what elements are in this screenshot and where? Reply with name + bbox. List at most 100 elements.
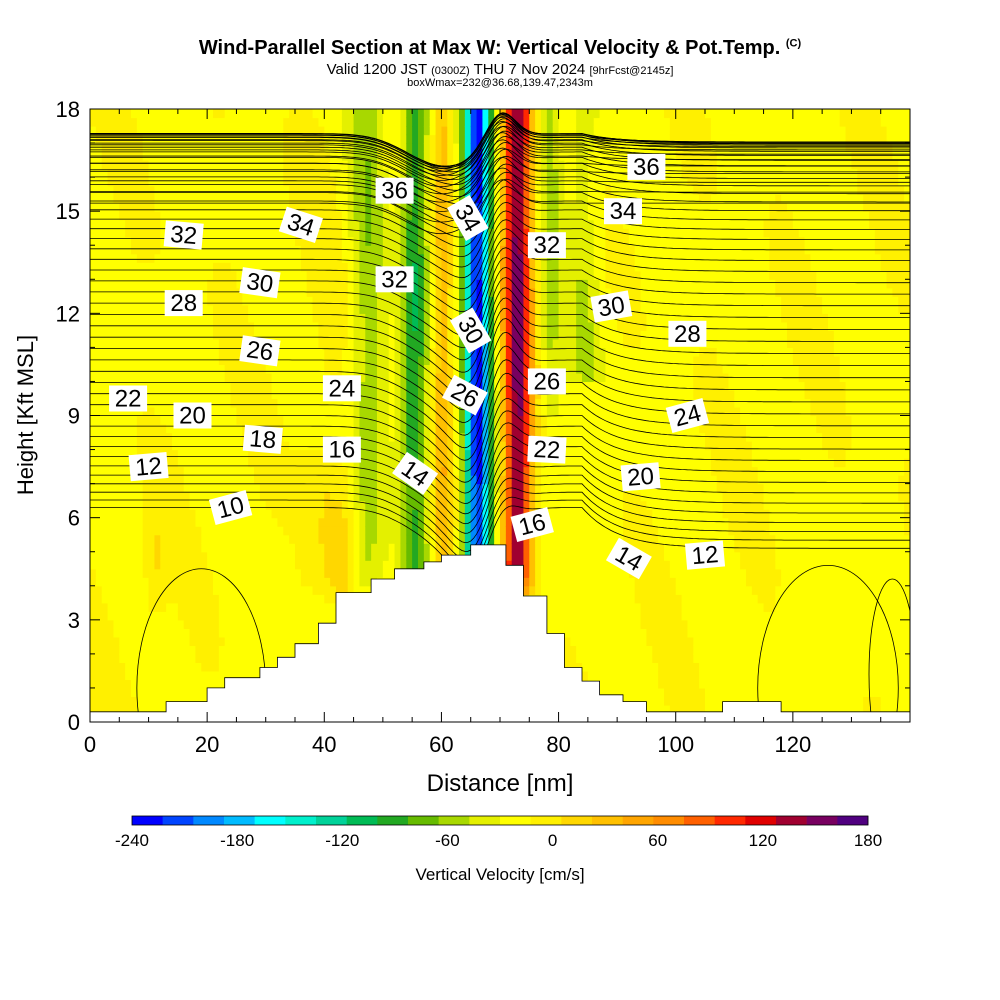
field-cell [131, 509, 138, 519]
field-cell [336, 228, 343, 238]
field-cell [418, 126, 425, 136]
field-cell [482, 424, 489, 434]
field-cell [365, 126, 372, 136]
field-cell [224, 262, 232, 272]
field-cell [213, 126, 220, 136]
field-cell [470, 296, 478, 306]
field-cell [148, 219, 156, 229]
field-cell [101, 194, 109, 204]
field-cell [289, 483, 296, 493]
field-cell [107, 458, 115, 468]
field-cell [101, 432, 109, 442]
field-cell [259, 534, 267, 544]
field-cell [119, 424, 126, 434]
field-cell [207, 279, 214, 289]
field-cell [388, 304, 396, 314]
field-cell [201, 372, 208, 383]
field-cell [482, 279, 489, 289]
field-cell [125, 109, 132, 119]
field-cell [476, 483, 484, 493]
field-cell [107, 321, 115, 331]
field-cell [295, 330, 302, 340]
field-cell [412, 117, 419, 127]
field-cell [412, 441, 419, 451]
field-cell [371, 279, 378, 289]
field-cell [101, 117, 109, 127]
field-cell [172, 500, 179, 510]
field-cell [429, 304, 437, 314]
field-cell [476, 406, 484, 417]
field-cell [330, 253, 337, 263]
field-cell [488, 202, 495, 212]
field-cell [113, 202, 120, 212]
field-cell [107, 483, 115, 493]
field-cell [201, 696, 208, 706]
field-cell [95, 670, 103, 681]
field-cell [377, 389, 384, 400]
field-cell [459, 338, 466, 348]
field-cell [418, 543, 425, 553]
field-cell [394, 211, 402, 221]
field-cell [459, 500, 466, 510]
field-cell [189, 279, 197, 289]
field-cell [324, 406, 331, 417]
field-cell [131, 117, 138, 127]
field-cell [254, 211, 261, 221]
field-cell [453, 483, 460, 493]
field-cell [336, 568, 343, 578]
field-cell [312, 338, 320, 348]
field-cell [265, 253, 273, 263]
field-cell [306, 500, 314, 510]
field-cell [230, 628, 238, 638]
field-cell [230, 279, 238, 289]
field-cell [312, 500, 320, 510]
field-cell [218, 636, 226, 646]
field-cell [177, 143, 185, 153]
field-cell [312, 398, 320, 408]
field-cell [148, 602, 156, 612]
field-cell [435, 219, 443, 229]
field-cell [224, 645, 232, 655]
field-cell [230, 296, 238, 306]
field-cell [394, 389, 402, 400]
field-cell [207, 245, 214, 255]
field-cell [177, 160, 185, 170]
field-cell [236, 398, 243, 408]
field-cell [488, 534, 495, 544]
field-cell [154, 279, 161, 289]
field-cell [254, 517, 261, 527]
field-cell [195, 449, 202, 459]
field-cell [189, 517, 197, 527]
field-cell [494, 526, 501, 536]
field-cell [412, 185, 419, 195]
field-cell [213, 194, 220, 204]
field-cell [447, 151, 454, 161]
field-cell [248, 458, 255, 468]
field-cell [166, 526, 173, 536]
field-cell [166, 628, 173, 638]
field-cell [283, 381, 290, 391]
field-cell [347, 534, 355, 544]
field-cell [359, 253, 366, 263]
field-cell [423, 364, 431, 374]
field-cell [482, 321, 489, 331]
field-cell [412, 534, 419, 544]
field-cell [201, 449, 208, 459]
field-cell [201, 509, 208, 519]
field-cell [148, 415, 156, 425]
field-cell [382, 126, 390, 136]
field-cell [236, 594, 243, 604]
field-cell [447, 449, 454, 459]
field-cell [283, 296, 290, 306]
field-cell [107, 270, 115, 280]
field-cell [113, 526, 120, 536]
field-cell [95, 117, 103, 127]
field-cell [435, 134, 443, 144]
field-cell [113, 338, 120, 348]
field-cell [95, 509, 103, 519]
field-cell [95, 704, 103, 715]
field-cell [207, 636, 214, 646]
field-cell [347, 109, 355, 119]
field-cell [353, 509, 361, 519]
field-cell [453, 151, 460, 161]
